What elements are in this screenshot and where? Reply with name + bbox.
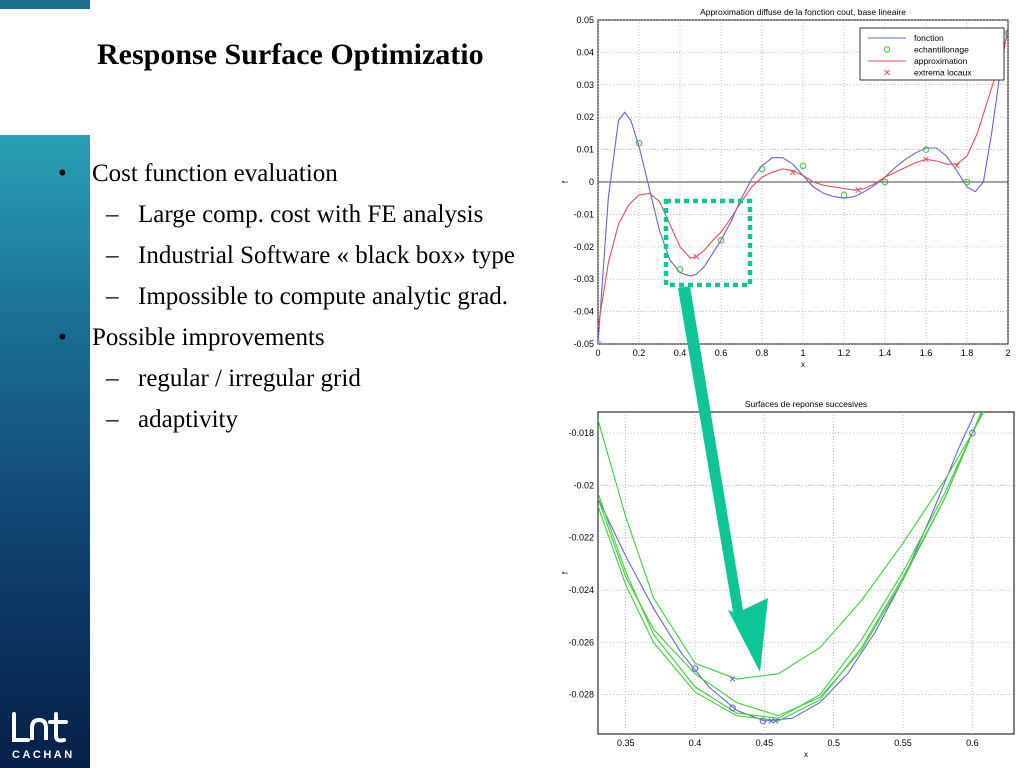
data-point-extrema-locaux — [855, 187, 862, 193]
series-group — [598, 412, 985, 725]
y-tick-label: 0.03 — [576, 80, 594, 90]
x-tick-label: 0 — [595, 348, 600, 358]
plot-area — [597, 411, 1015, 735]
response-surfaces-chart: 0.35 0.4 0.45 0.5 0.55 0.6 -0.028 -0.026 -0.024 -… — [561, 399, 1015, 759]
y-tick-label: -0.02 — [573, 480, 594, 490]
legend-box — [859, 27, 1005, 81]
data-point-marker-circle — [969, 429, 976, 437]
x-tick-label: 0.55 — [894, 738, 912, 748]
bullet-text: adaptivity — [138, 406, 238, 433]
bullet-text: Large comp. cost with FE analysis — [138, 201, 484, 228]
x-tick-label: 0.4 — [674, 348, 687, 358]
logo-mark-icon: CACHAN — [12, 712, 75, 761]
x-tick-label: 1 — [800, 348, 805, 358]
data-point-extrema-locaux — [923, 156, 929, 163]
x-tick-label: 1.2 — [838, 348, 851, 358]
x-tick-label: 2 — [1005, 348, 1010, 358]
bullet-text: regular / irregular grid — [138, 365, 361, 392]
x-tick-label: 0.6 — [966, 738, 979, 748]
x-tick-label: 0.35 — [617, 738, 635, 748]
x-tick-label: 0.2 — [633, 348, 646, 358]
series-line-line — [598, 412, 984, 719]
legend-label: approximation — [914, 56, 968, 66]
bullet-mark: • — [58, 160, 67, 187]
x-tick-label: 0.8 — [756, 348, 769, 358]
y-tick-label: -0.024 — [568, 585, 594, 595]
y-tick-label: -0.028 — [568, 690, 594, 700]
data-point-marker-x — [729, 676, 736, 682]
y-tick-label: -0.018 — [568, 428, 594, 438]
x-tick-label: 0.4 — [689, 738, 702, 748]
top-accent-band — [0, 0, 90, 9]
y-axis-label: f — [561, 180, 570, 183]
bullet-text: Cost function evaluation — [92, 160, 338, 187]
data-point-echantillonage — [881, 178, 889, 186]
series-line-line — [598, 412, 977, 722]
sidebar-band — [0, 0, 90, 768]
bullet-mark: – — [106, 242, 119, 269]
data-point-echantillonage — [1004, 29, 1008, 37]
y-tick-label: -0.03 — [573, 274, 594, 284]
bullet-mark: – — [106, 406, 119, 433]
data-point-echantillonage — [840, 191, 848, 199]
x-tick-label: 0.5 — [827, 738, 840, 748]
bullet-mark: – — [106, 201, 119, 228]
series-line-fonction — [598, 26, 1008, 344]
bullet-text: Industrial Software « black box» type — [138, 242, 515, 269]
logo: CACHAN — [6, 706, 86, 762]
y-tick-label: -0.026 — [568, 637, 594, 647]
logo-caption: CACHAN — [12, 749, 75, 761]
y-tick-label: 0.05 — [576, 15, 594, 25]
legend-swatch — [884, 69, 890, 76]
data-point-echantillonage — [635, 139, 643, 147]
bullet-text: Possible improvements — [92, 324, 325, 351]
y-tick-label: -0.02 — [573, 242, 594, 252]
y-tick-label: -0.05 — [573, 339, 594, 349]
y-tick-label: 0 — [589, 177, 594, 187]
y-axis-label: f — [561, 571, 570, 574]
series-line-line — [598, 412, 985, 680]
x-tick-label: 0.6 — [715, 348, 728, 358]
x-tick-label: 0.45 — [756, 738, 774, 748]
x-axis-label: x — [801, 360, 805, 369]
x-tick-label: 1.6 — [920, 348, 933, 358]
x-tick-label: 1.8 — [961, 348, 974, 358]
bullet-text: Impossible to compute analytic grad. — [138, 283, 509, 310]
data-point-echantillonage — [598, 340, 602, 344]
x-axis-label: x — [804, 750, 808, 759]
data-point-marker-circle — [759, 717, 767, 725]
data-point-marker-x — [768, 718, 775, 724]
y-tick-label: -0.022 — [568, 533, 594, 543]
legend-label: fonction — [914, 33, 944, 43]
bullet-mark: – — [106, 365, 119, 392]
y-tick-label: 0.04 — [576, 47, 594, 57]
data-point-echantillonage — [922, 146, 930, 153]
data-point-echantillonage — [799, 162, 807, 170]
cost-function-chart: 0 0.2 0.4 0.6 0.8 1 1.2 1.4 1.6 1.8 2 -0.05 -0.04 -0.… — [561, 7, 1011, 369]
data-point-echantillonage — [963, 178, 971, 186]
bullet-mark: – — [106, 283, 119, 310]
y-tick-label: -0.04 — [573, 307, 594, 317]
data-point-marker-circle — [729, 704, 736, 712]
y-tick-label: -0.01 — [573, 209, 594, 219]
chart-title: Surfaces de reponse succesives — [745, 399, 867, 409]
series-line-line — [598, 412, 983, 722]
y-tick-label: 0.01 — [576, 145, 594, 155]
legend-label: extrema locaux — [914, 68, 972, 78]
y-tick-label: 0.02 — [576, 112, 594, 122]
data-point-extrema-locaux — [953, 162, 960, 169]
legend-swatch — [883, 46, 891, 53]
bullet-mark: • — [58, 324, 67, 351]
chart-title: Approximation diffuse de la fonction cou… — [700, 7, 906, 17]
x-tick-label: 1.4 — [879, 348, 892, 358]
legend-label: echantillonage — [914, 45, 969, 55]
data-point-marker-x — [772, 718, 779, 724]
data-point-extrema-locaux — [789, 169, 796, 176]
data-point-echantillonage — [758, 165, 766, 173]
slide-title: Response Surface Optimizatio — [97, 38, 484, 71]
